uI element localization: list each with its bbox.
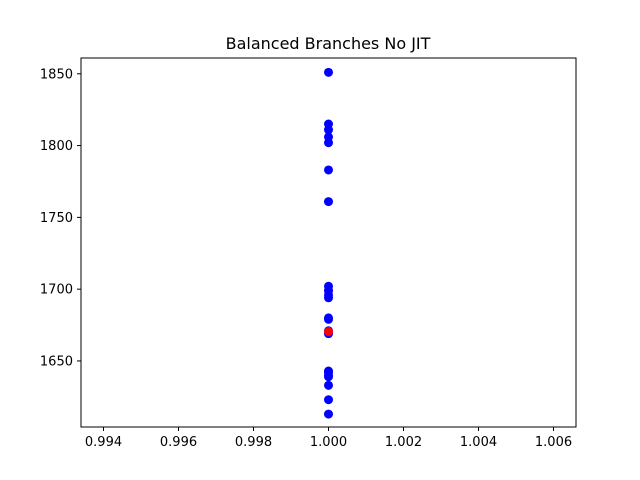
y-axis: 1650 1700 1750 1800 1850 <box>40 67 81 369</box>
data-point <box>324 314 333 324</box>
y-tick-label: 1800 <box>40 139 73 154</box>
data-point <box>324 395 333 405</box>
data-point <box>324 197 333 207</box>
y-tick-label: 1650 <box>40 354 73 369</box>
data-point <box>324 409 333 419</box>
x-tick-label: 1.004 <box>460 435 497 450</box>
data-point <box>324 293 333 303</box>
x-tick-label: 0.996 <box>160 435 197 450</box>
x-tick-label: 0.994 <box>85 435 122 450</box>
data-point <box>324 67 333 77</box>
data-point <box>324 380 333 390</box>
x-axis: 0.994 0.996 0.998 1.000 1.002 1.004 1.006 <box>85 427 572 450</box>
data-points <box>324 67 333 419</box>
data-point <box>324 138 333 148</box>
chart-title: Balanced Branches No JIT <box>226 34 431 53</box>
x-tick-label: 1.006 <box>535 435 572 450</box>
data-point <box>324 327 333 337</box>
data-point <box>324 165 333 175</box>
data-point <box>324 125 333 135</box>
x-tick-label: 1.000 <box>310 435 347 450</box>
x-tick-label: 1.002 <box>385 435 422 450</box>
y-tick-label: 1750 <box>40 211 73 226</box>
y-tick-label: 1850 <box>40 67 73 82</box>
y-tick-label: 1700 <box>40 283 73 298</box>
x-tick-label: 0.998 <box>235 435 272 450</box>
data-point <box>324 372 333 382</box>
